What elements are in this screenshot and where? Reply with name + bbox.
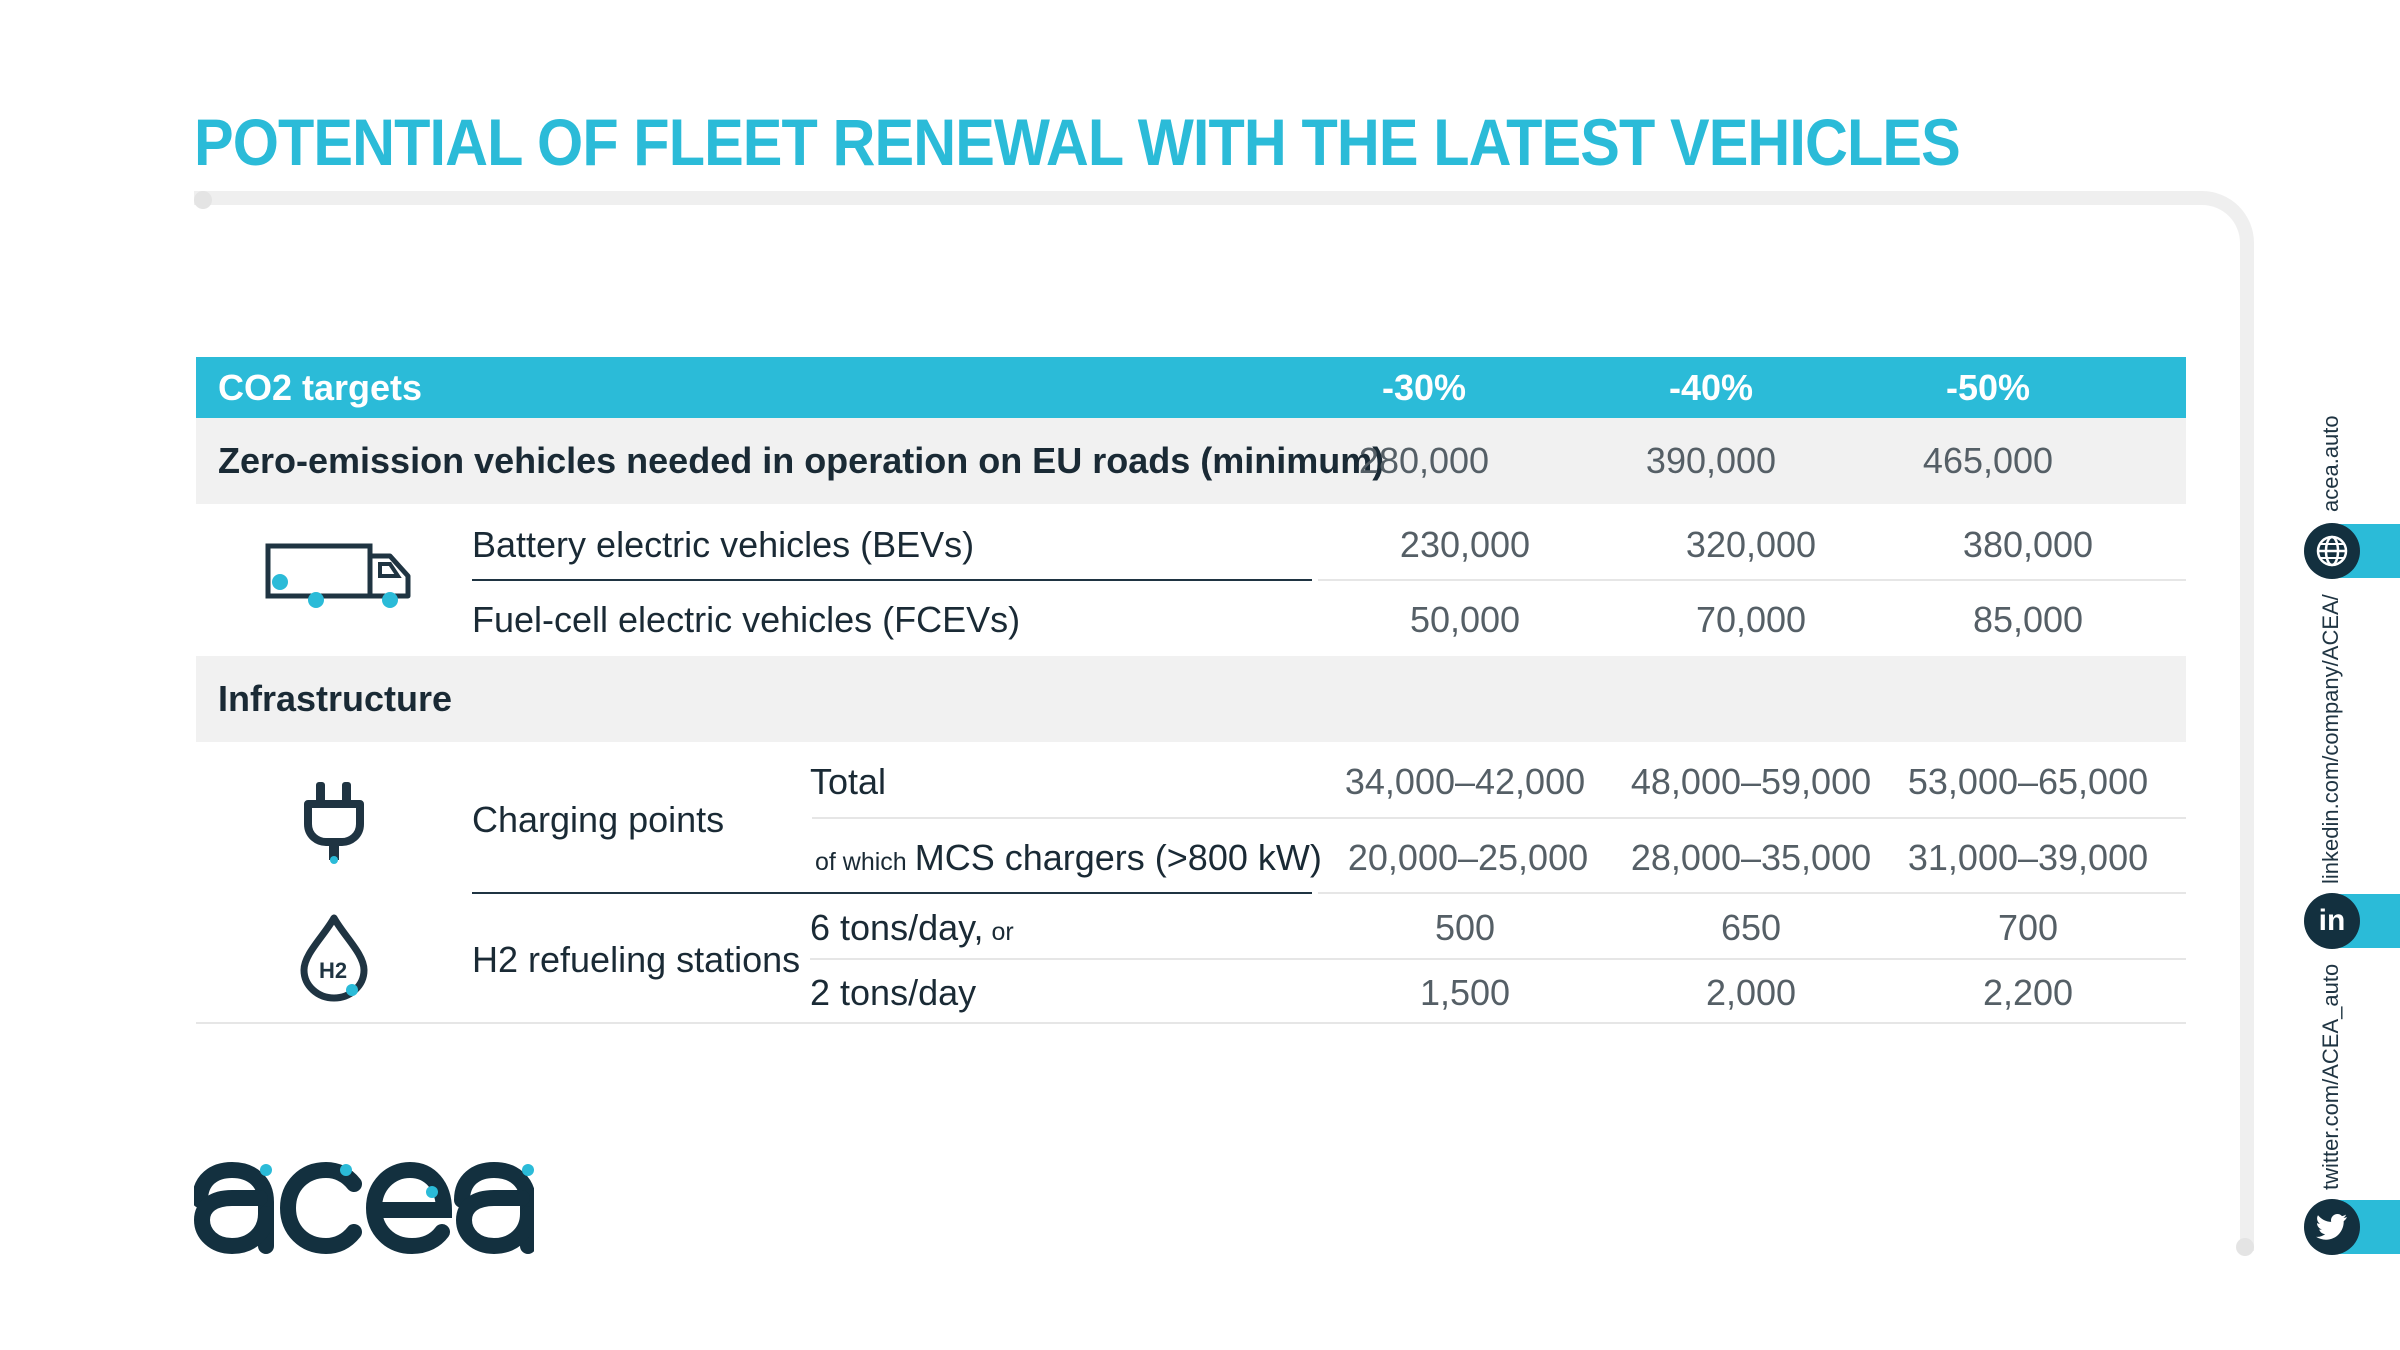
globe-icon[interactable]	[2304, 523, 2360, 579]
mcs-value-30: 20,000–25,000	[1347, 837, 1589, 878]
social-web-text[interactable]: acea.auto	[2318, 415, 2343, 512]
frame-dot-start	[194, 191, 212, 209]
charging-total-value-40: 48,000–59,000	[1630, 761, 1872, 802]
charging-total-label: Total	[810, 761, 887, 802]
h2-six-label-group: 6 tons/day, or	[810, 898, 1014, 958]
h2-six-value-30: 500	[1434, 907, 1496, 948]
fcev-label: Fuel-cell electric vehicles (FCEVs)	[472, 599, 1021, 640]
bev-label: Battery electric vehicles (BEVs)	[472, 524, 975, 565]
bev-value-50: 380,000	[1962, 524, 2094, 565]
fcev-value-30: 50,000	[1409, 599, 1521, 640]
mcs-prefix: of which	[815, 847, 907, 876]
header-col-40: -40%	[1668, 366, 1754, 408]
page-title: POTENTIAL OF FLEET RENEWAL WITH THE LATE…	[194, 105, 1961, 179]
fcev-value-40: 70,000	[1695, 599, 1807, 640]
zev-label: Zero-emission vehicles needed in operati…	[218, 440, 1385, 481]
bev-divider-values	[1318, 579, 2186, 581]
h2-six-label: 6 tons/day,	[810, 907, 984, 948]
header-col-30: -30%	[1381, 366, 1467, 408]
h2-label: H2 refueling stations	[472, 939, 801, 980]
h2-two-value-50: 2,200	[1982, 972, 2074, 1013]
zev-value-30: 280,000	[1358, 440, 1490, 481]
frame-border	[194, 191, 2254, 1251]
h2-divider	[810, 958, 2186, 960]
plug-icon	[304, 782, 364, 864]
charging-divider	[472, 892, 1312, 894]
h2-two-label: 2 tons/day	[810, 972, 977, 1013]
charging-total-divider	[812, 817, 2186, 819]
charging-total-value-50: 53,000–65,000	[1907, 761, 2149, 802]
h2-six-value-50: 700	[1997, 907, 2059, 948]
mcs-value-50: 31,000–39,000	[1907, 837, 2149, 878]
zev-value-50: 465,000	[1922, 440, 2054, 481]
h2-two-value-40: 2,000	[1705, 972, 1797, 1013]
mcs-label: MCS chargers (>800 kW)	[914, 837, 1322, 878]
charging-points-label: Charging points	[472, 799, 725, 840]
charging-divider-values	[1318, 892, 2186, 894]
mcs-label-group: of which MCS chargers (>800 kW)	[815, 828, 1322, 888]
zev-value-40: 390,000	[1645, 440, 1777, 481]
header-col-50: -50%	[1945, 366, 2031, 408]
social-linkedin-text[interactable]: linkedin.com/company/ACEA/	[2318, 594, 2343, 884]
table-bottom-line	[196, 1022, 2186, 1024]
frame-dot-end	[2236, 1238, 2254, 1256]
bev-value-30: 230,000	[1399, 524, 1531, 565]
bev-value-40: 320,000	[1685, 524, 1817, 565]
linkedin-icon[interactable]: in	[2304, 893, 2360, 949]
zev-row: Zero-emission vehicles needed in operati…	[196, 418, 2186, 504]
header-co2-targets: CO2 targets	[218, 366, 423, 408]
h2-two-value-30: 1,500	[1419, 972, 1511, 1013]
h2-icon-text: H2	[319, 958, 347, 983]
bev-divider	[472, 579, 1312, 581]
acea-logo	[194, 1161, 534, 1255]
mcs-value-40: 28,000–35,000	[1630, 837, 1872, 878]
truck-icon	[265, 543, 411, 608]
h2-six-suffix: or	[991, 917, 1014, 946]
table-header-row: CO2 targets -30% -40% -50%	[196, 357, 2186, 418]
fcev-value-50: 85,000	[1972, 599, 2084, 640]
twitter-icon[interactable]	[2304, 1199, 2360, 1255]
h2-six-value-40: 650	[1720, 907, 1782, 948]
infrastructure-row: Infrastructure	[196, 656, 2186, 742]
social-twitter-text[interactable]: twitter.com/ACEA_auto	[2318, 963, 2343, 1190]
h2-drop-icon: H2	[300, 914, 368, 1002]
infrastructure-label: Infrastructure	[218, 678, 453, 719]
charging-total-value-30: 34,000–42,000	[1344, 761, 1586, 802]
